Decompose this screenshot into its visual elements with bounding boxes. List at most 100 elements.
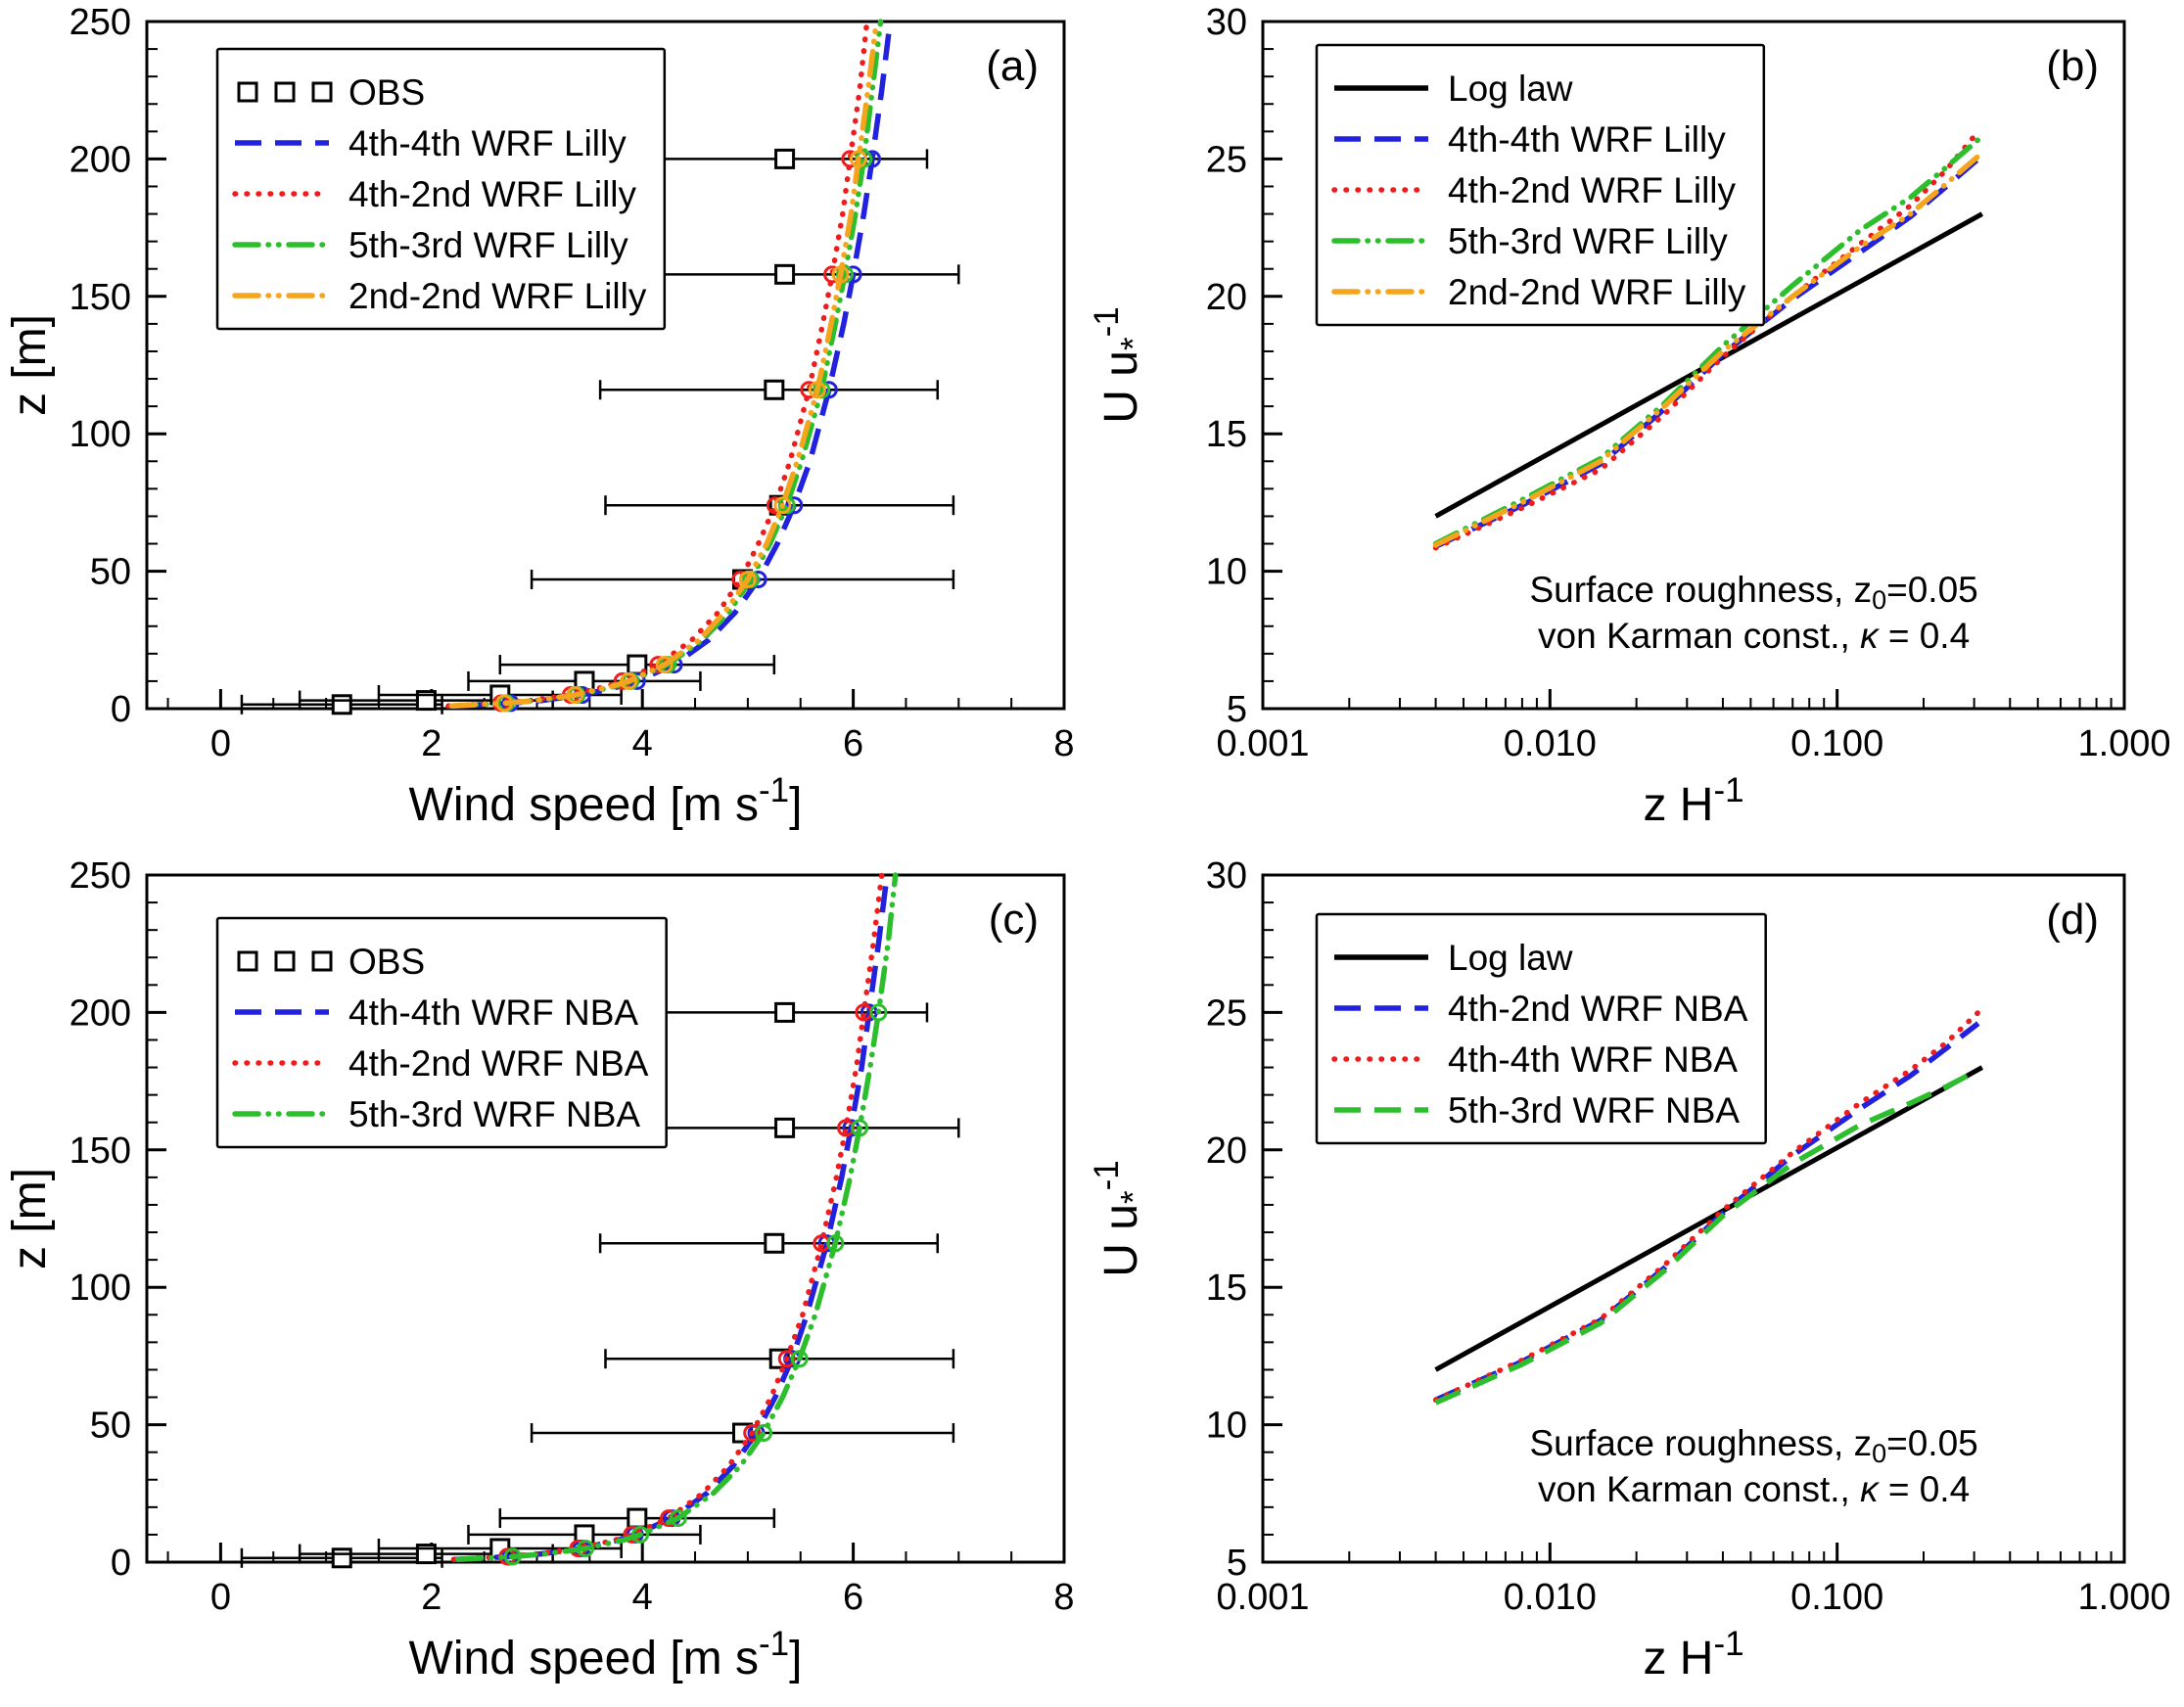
y-tick-label: 0 (111, 1543, 131, 1584)
obs-square-marker (627, 1507, 648, 1529)
corner-label-b: (b) (2046, 42, 2099, 90)
legend-box (1315, 43, 1766, 327)
series-circle-marker (566, 685, 584, 704)
y-tick-label: 30 (1206, 855, 1247, 897)
x-tick-label: 0.001 (1216, 1577, 1309, 1618)
panel-d: 0.001 0.010 0.100 1.000 5 10 15 20 25 30 z H-1 U u*… (1092, 855, 2171, 1684)
x-tick-label: 2 (421, 723, 441, 764)
legend-obs-square-marker (274, 950, 296, 972)
obs-square-marker (331, 1547, 352, 1569)
legend-c: OBS 4th-4th WRF NBA 4th-2nd WRF NBA 5th-3rd… (215, 916, 668, 1149)
annotation-line-d: Surface roughness, z0=0.05 (1529, 1423, 1977, 1468)
legend-box (1315, 912, 1767, 1145)
legend-label: 2nd-2nd WRF Lilly (349, 276, 647, 316)
series-circle-marker (777, 1350, 796, 1368)
legend-box (215, 916, 668, 1149)
obs-square-marker (774, 263, 796, 285)
legend-obs-square-marker (274, 81, 296, 103)
legend-label: 5th-3rd WRF Lilly (349, 225, 628, 265)
series-circle-marker (620, 671, 638, 690)
panel-c-chart: 0 2 4 6 8 0 50 100 150 200 250 Wind speed [m s-1] z … (4, 855, 1075, 1684)
annotation-line-b: Surface roughness, z0=0.05 (1529, 570, 1977, 615)
panel-b: 0.001 0.010 0.100 1.000 5 10 15 20 25 30 z H-1 U u*… (1092, 2, 2171, 831)
series-circle-marker (785, 496, 804, 515)
panel-a-chart: 0 2 4 6 8 0 50 100 150 200 250 Wind speed [m s-1] z … (4, 2, 1075, 831)
y-tick-label: 200 (70, 992, 131, 1034)
series-circle-marker (631, 1525, 650, 1544)
y-axis-label-c: z [m] (4, 1168, 56, 1269)
series-circle-marker (790, 1350, 809, 1368)
y-axis-label-a: z [m] (4, 314, 56, 416)
series-circle-marker (743, 1424, 762, 1443)
y-tick-label: 200 (70, 139, 131, 180)
y-tick-label: 5 (1227, 1543, 1247, 1584)
y-axis-label-d: U u*-1 (1092, 1160, 1153, 1276)
x-tick-label: 0 (210, 1577, 231, 1618)
plot-frame (1261, 20, 2126, 711)
y-tick-label: 100 (70, 1268, 131, 1309)
legend-label: 4th-2nd WRF Lilly (349, 174, 637, 214)
legend-label: 4th-2nd WRF NBA (1448, 989, 1748, 1029)
x-axis-label-a: Wind speed [m s-1] (409, 771, 803, 831)
x-axis-label-d: z H-1 (1643, 1625, 1743, 1684)
y-tick-label: 150 (70, 277, 131, 318)
x-tick-label: 8 (1053, 723, 1074, 764)
annotation-line-b: von Karman const., κ = 0.4 (1538, 616, 1970, 656)
legend-label: 4th-4th WRF NBA (349, 992, 638, 1033)
legend-label: 5th-3rd WRF NBA (349, 1094, 640, 1134)
panel-a: 0 2 4 6 8 0 50 100 150 200 250 Wind speed [m s-1] z … (4, 2, 1075, 831)
series-line-5th-3rd-wrf-nba (1434, 1067, 1980, 1406)
corner-label-c: (c) (989, 896, 1039, 944)
y-tick-label: 50 (90, 1406, 131, 1447)
x-tick-label: 0.010 (1504, 1577, 1597, 1618)
y-tick-label: 5 (1227, 689, 1247, 730)
y-tick-label: 250 (70, 855, 131, 897)
legend-label: 5th-3rd WRF Lilly (1448, 221, 1728, 261)
x-tick-label: 1.000 (2077, 1577, 2170, 1618)
y-tick-label: 15 (1206, 414, 1247, 455)
y-tick-label: 25 (1206, 139, 1247, 180)
x-tick-label: 8 (1053, 1577, 1074, 1618)
legend-label: 5th-3rd WRF NBA (1448, 1090, 1740, 1130)
series-circle-marker (773, 496, 792, 515)
y-tick-label: 10 (1206, 1406, 1247, 1447)
y-tick-label: 25 (1206, 992, 1247, 1034)
legend-label: Log law (1448, 69, 1573, 109)
legend-box (215, 47, 667, 331)
panel-d-container: 0.001 0.010 0.100 1.000 5 10 15 20 25 30 z H-1 U u*… (1092, 854, 2184, 1707)
y-tick-label: 15 (1206, 1268, 1247, 1309)
y-tick-label: 50 (90, 552, 131, 593)
plot-frame (145, 873, 1066, 1564)
series-circle-marker (495, 694, 514, 713)
obs-square-marker (774, 148, 796, 169)
series-circle-marker (851, 1119, 869, 1137)
legend-obs-square-marker (237, 950, 258, 972)
y-axis-label-b: U u*-1 (1092, 306, 1153, 423)
series-circle-marker (808, 381, 826, 399)
series-line-4th-4th-wrf-nba (1432, 1009, 1981, 1404)
series-circle-marker (738, 571, 757, 589)
panel-b-container: 0.001 0.010 0.100 1.000 5 10 15 20 25 30 z H-1 U u*… (1092, 0, 2184, 854)
legend-obs-square-marker (311, 950, 333, 972)
series-circle-marker (869, 1003, 888, 1022)
legend-obs-square-marker (311, 81, 333, 103)
x-tick-label: 2 (421, 1577, 441, 1618)
panel-c-container: 0 2 4 6 8 0 50 100 150 200 250 Wind speed [m s-1] z … (0, 854, 1092, 1707)
legend-d: Log law 4th-2nd WRF NBA 4th-4th WRF NBA 5th… (1315, 912, 1767, 1145)
panel-b-chart: 0.001 0.010 0.100 1.000 5 10 15 20 25 30 z H-1 U u*… (1092, 2, 2171, 831)
legend-label: 2nd-2nd WRF Lilly (1448, 272, 1746, 312)
legend-label: 4th-4th WRF Lilly (1448, 119, 1726, 160)
obs-square-marker (774, 1117, 796, 1138)
legend-label: 4th-2nd WRF Lilly (1448, 170, 1737, 210)
y-tick-label: 30 (1206, 2, 1247, 43)
x-axis-label-c: Wind speed [m s-1] (409, 1625, 803, 1684)
y-tick-label: 0 (111, 689, 131, 730)
series-circle-marker (503, 1547, 522, 1566)
obs-square-marker (574, 670, 595, 692)
legend-label: OBS (349, 72, 425, 113)
legend-label: OBS (349, 942, 425, 982)
series-circle-marker (849, 150, 867, 168)
legend-a: OBS 4th-4th WRF Lilly 4th-2nd WRF Lilly 5th… (215, 47, 667, 331)
series-circle-marker (826, 1234, 845, 1253)
y-tick-label: 20 (1206, 277, 1247, 318)
